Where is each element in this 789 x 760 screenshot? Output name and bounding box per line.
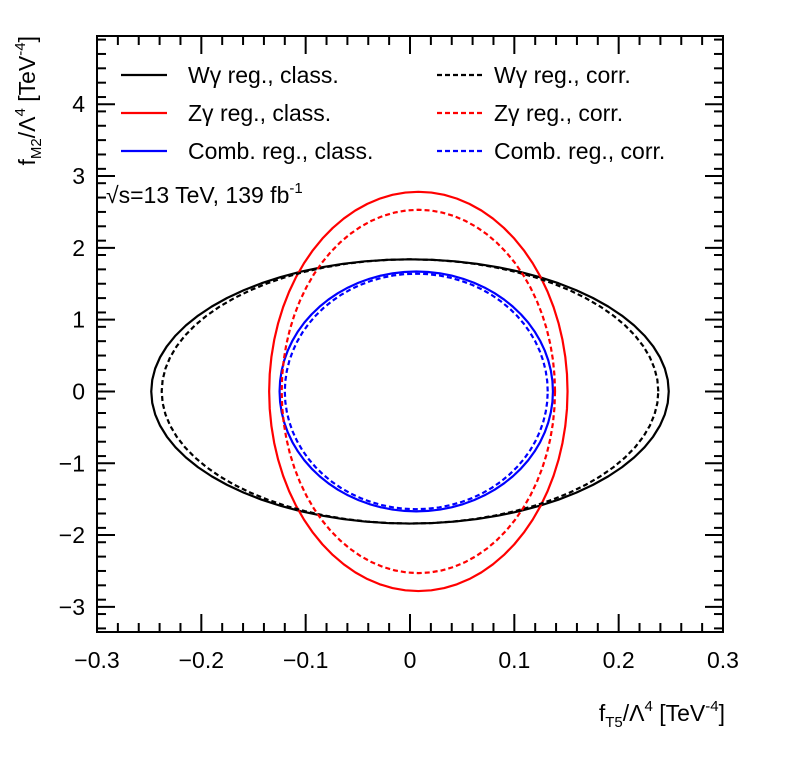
contour-5 <box>283 272 549 511</box>
y-tick-label: 0 <box>72 378 85 404</box>
x-label-lambda: /Λ <box>623 700 645 726</box>
contour-2 <box>278 270 555 513</box>
y-label-unit: [TeV <box>14 55 40 108</box>
legend-label-3: Wγ reg., corr. <box>494 62 631 88</box>
y-tick-label: 3 <box>72 163 85 189</box>
contour-3 <box>160 258 660 525</box>
y-tick-label: −1 <box>59 450 85 476</box>
x-label-unit-power: -4 <box>705 698 718 715</box>
y-tick-label: −2 <box>59 522 85 548</box>
x-tick-label: −0.3 <box>74 647 119 673</box>
legend-label-4: Zγ reg., corr. <box>494 100 623 126</box>
x-tick-label: 0.3 <box>707 647 739 673</box>
energy-luminosity-annotation: √s=13 TeV, 139 fb-1 <box>106 180 303 208</box>
x-label-subscript: T5 <box>605 714 623 731</box>
y-label-subscript: M2 <box>28 138 45 159</box>
sqrt-symbol: √ <box>106 182 119 208</box>
legend-label-1: Zγ reg., class. <box>188 100 331 126</box>
x-label-base: f <box>599 700 606 726</box>
y-tick-label: −3 <box>59 594 85 620</box>
x-axis-tick-labels: −0.3 −0.2 −0.1 0 0.1 0.2 0.3 <box>74 647 739 673</box>
y-axis-tick-labels: −3 −2 −1 0 1 2 3 4 <box>59 91 85 620</box>
contour-series <box>150 190 670 593</box>
x-tick-label: 0.2 <box>603 647 635 673</box>
x-label-power: 4 <box>645 698 653 715</box>
contour-0 <box>150 258 670 525</box>
contour-4 <box>280 208 557 575</box>
x-label-close: ] <box>719 700 725 726</box>
y-axis-label: fM2/Λ4 [TeV-4] <box>12 36 45 166</box>
legend: Wγ reg., class. Zγ reg., class. Comb. reg.… <box>121 62 665 164</box>
y-label-power: 4 <box>12 108 29 116</box>
y-label-unit-power: -4 <box>12 42 29 55</box>
y-label-base: f <box>14 159 40 166</box>
y-label-close: ] <box>14 36 40 42</box>
contour-1 <box>268 190 569 593</box>
x-label-unit: [TeV <box>653 700 706 726</box>
x-axis-label: fT5/Λ4 [TeV-4] <box>599 698 725 731</box>
legend-label-0: Wγ reg., class. <box>188 62 339 88</box>
annotation-superscript: -1 <box>289 180 302 197</box>
y-tick-label: 2 <box>72 235 85 261</box>
legend-label-2: Comb. reg., class. <box>188 138 373 164</box>
y-label-lambda: /Λ <box>14 116 40 138</box>
legend-label-5: Comb. reg., corr. <box>494 138 665 164</box>
annotation-text: s=13 TeV, 139 fb <box>119 182 290 208</box>
y-tick-label: 4 <box>72 91 85 117</box>
x-tick-label: −0.1 <box>283 647 328 673</box>
x-tick-label: 0 <box>404 647 417 673</box>
x-tick-label: 0.1 <box>498 647 530 673</box>
y-axis-ticks <box>97 38 723 630</box>
y-tick-label: 1 <box>72 307 85 333</box>
x-tick-label: −0.2 <box>179 647 224 673</box>
